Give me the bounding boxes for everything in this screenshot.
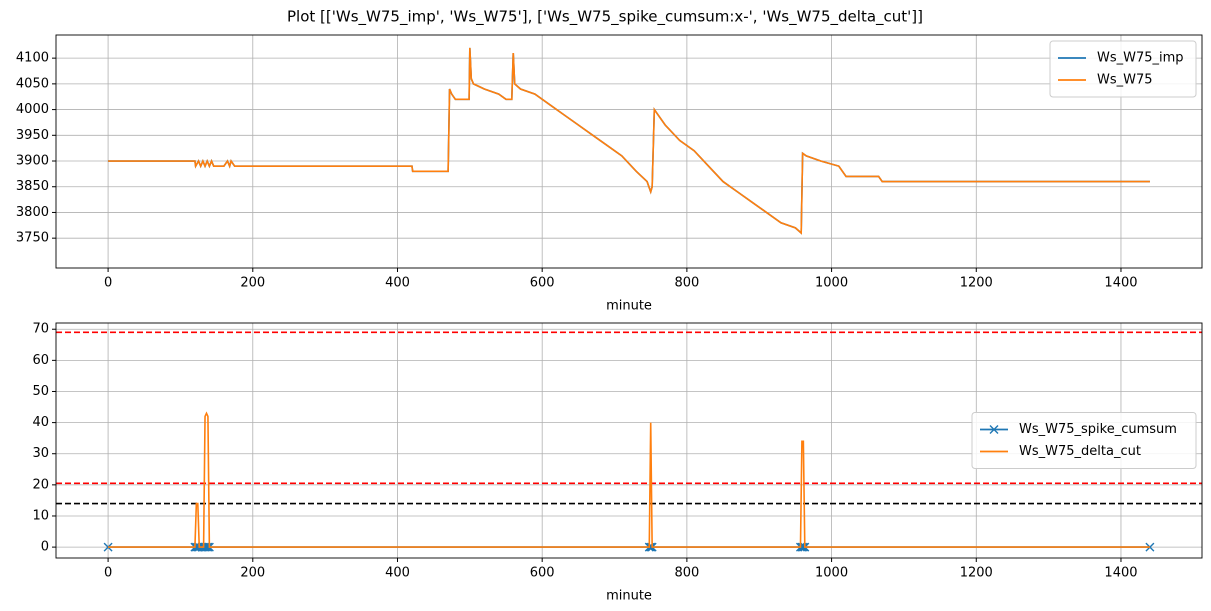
series-line xyxy=(108,411,1150,548)
x-tick-label: 600 xyxy=(530,276,555,291)
legend-box xyxy=(971,412,1197,469)
x-tick-label: 1400 xyxy=(1104,276,1137,291)
x-marker xyxy=(646,542,656,552)
axes-frame xyxy=(55,322,1203,559)
x-tick-label: 1000 xyxy=(815,276,848,291)
legend-label: Ws_W75_spike_cumsum xyxy=(1019,422,1177,437)
y-tick-label: 20 xyxy=(32,477,49,492)
y-tick-label: 30 xyxy=(32,446,49,461)
x-tick-label: 600 xyxy=(530,566,555,581)
y-tick-label: 4000 xyxy=(16,102,49,117)
y-tick-label: 3950 xyxy=(16,128,49,143)
legend-label: Ws_W75 xyxy=(1097,73,1153,88)
x-tick-label: 200 xyxy=(240,276,265,291)
plot-area xyxy=(56,331,1202,552)
y-tick-label: 60 xyxy=(32,353,49,368)
y-tick-label: 3900 xyxy=(16,154,49,169)
y-tick-label: 50 xyxy=(32,384,49,399)
y-tick-label: 4050 xyxy=(16,76,49,91)
legend-marker xyxy=(989,425,999,434)
series-line xyxy=(108,47,1150,235)
x-tick-label: 800 xyxy=(674,276,699,291)
y-tick-label: 70 xyxy=(32,322,49,337)
x-tick-label: 200 xyxy=(240,566,265,581)
x-tick-label: 0 xyxy=(104,276,112,291)
x-tick-label: 800 xyxy=(674,566,699,581)
legend-label: Ws_W75_delta_cut xyxy=(1019,444,1141,459)
x-axis-label: minute xyxy=(606,299,652,314)
x-tick-label: 400 xyxy=(385,276,410,291)
x-axis-label: minute xyxy=(606,589,652,604)
y-tick-label: 3850 xyxy=(16,179,49,194)
y-tick-label: 3750 xyxy=(16,231,49,246)
figure-title: Plot [['Ws_W75_imp', 'Ws_W75'], ['Ws_W75… xyxy=(287,8,923,27)
x-tick-label: 400 xyxy=(385,566,410,581)
x-tick-label: 1200 xyxy=(960,566,993,581)
y-tick-label: 40 xyxy=(32,415,49,430)
y-tick-label: 10 xyxy=(32,508,49,523)
axes-frame xyxy=(55,34,1203,269)
legend-label: Ws_W75_imp xyxy=(1097,51,1184,66)
x-marker xyxy=(200,542,210,552)
x-tick-label: 0 xyxy=(104,566,112,581)
plot-area xyxy=(108,47,1150,235)
x-tick-label: 1400 xyxy=(1104,566,1137,581)
x-marker xyxy=(203,542,213,552)
y-tick-label: 0 xyxy=(41,540,49,555)
x-marker xyxy=(1145,542,1155,552)
x-tick-label: 1200 xyxy=(960,276,993,291)
series-line xyxy=(108,47,1150,235)
legend-box xyxy=(1049,40,1197,98)
y-tick-label: 3800 xyxy=(16,205,49,220)
x-tick-label: 1000 xyxy=(815,566,848,581)
y-tick-label: 4100 xyxy=(16,51,49,66)
